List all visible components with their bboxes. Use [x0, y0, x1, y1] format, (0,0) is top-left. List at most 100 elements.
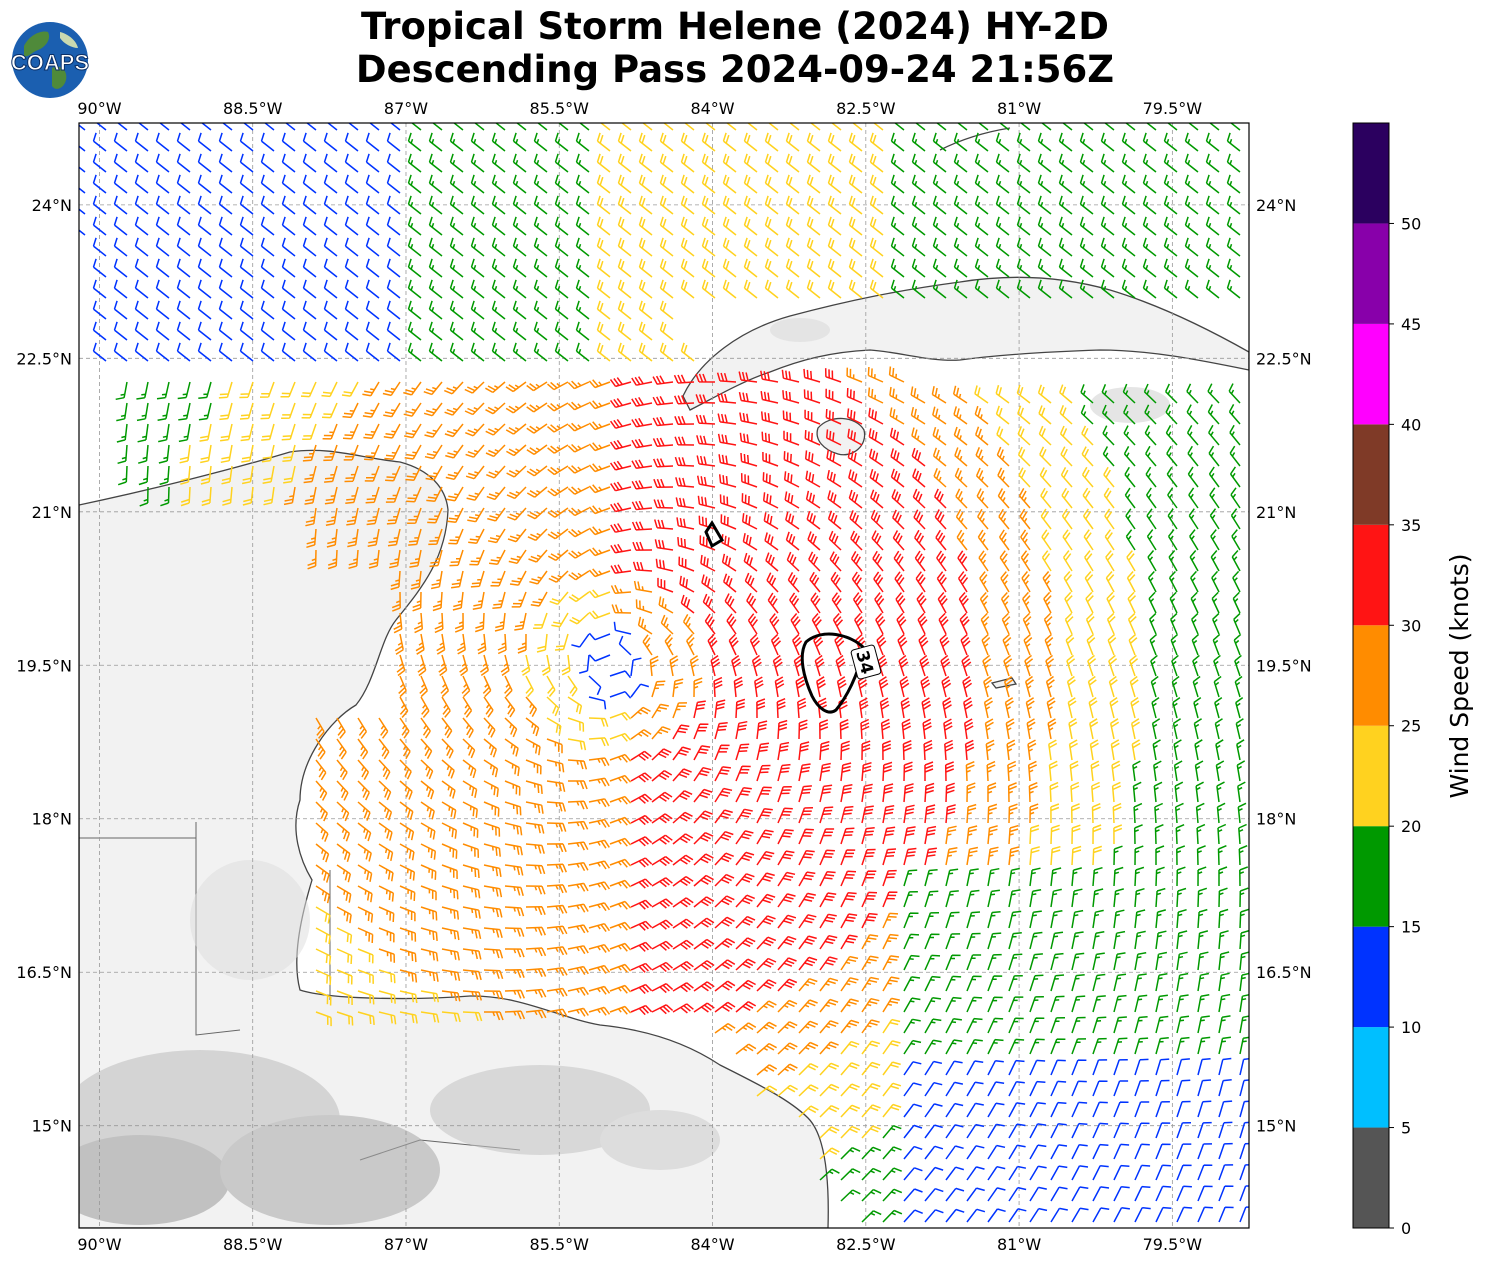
wind-barb	[557, 123, 569, 131]
wind-barb	[342, 423, 359, 440]
wind-barb	[302, 258, 317, 278]
wind-barb	[785, 195, 800, 215]
wind-barb	[160, 486, 170, 507]
wind-barb	[176, 132, 191, 152]
wind-barb	[260, 258, 275, 278]
wind-barb	[588, 400, 611, 410]
wind-barb	[588, 484, 611, 494]
wind-barb	[197, 132, 212, 152]
wind-barb	[575, 342, 590, 362]
wind-barb	[533, 216, 548, 236]
wind-barb	[701, 258, 716, 278]
wind-barb	[176, 258, 191, 278]
wind-barb	[1205, 153, 1220, 173]
wind-barb	[1058, 279, 1073, 299]
wind-barb	[1123, 446, 1136, 467]
wind-barb	[92, 174, 107, 194]
wind-barb	[783, 430, 800, 446]
wind-barb	[197, 195, 212, 215]
wind-barb	[1016, 384, 1031, 404]
wind-barb	[932, 132, 947, 152]
wind-barb	[92, 342, 107, 362]
wind-barb	[806, 258, 821, 278]
wind-barb	[302, 153, 317, 173]
wind-barb	[764, 237, 779, 257]
wind-barb	[617, 258, 632, 278]
wind-barb	[533, 342, 548, 362]
wind-barb	[197, 153, 212, 173]
wind-barb	[578, 123, 590, 131]
wind-barb	[1082, 123, 1094, 131]
wind-barb	[239, 216, 254, 236]
wind-barb	[1208, 445, 1220, 467]
wind-barb	[464, 381, 485, 394]
wind-barb	[869, 258, 884, 278]
wind-barb	[428, 195, 443, 215]
wind-barb	[239, 321, 254, 341]
wind-barb	[155, 237, 170, 257]
wind-barb	[218, 153, 233, 173]
wind-barb	[910, 406, 926, 425]
wind-barb	[219, 402, 233, 421]
wind-barb	[218, 342, 233, 362]
wind-barb	[659, 174, 674, 194]
wind-barb	[911, 132, 926, 152]
wind-barb	[1017, 405, 1031, 425]
wind-barb	[113, 132, 128, 152]
wind-barb	[935, 123, 947, 131]
wind-barb	[554, 300, 569, 320]
wind-barb	[1205, 216, 1220, 236]
wind-barb	[281, 300, 296, 320]
wind-barb	[449, 174, 464, 194]
wind-barb	[218, 216, 233, 236]
wind-barb	[485, 381, 506, 394]
wind-barb	[491, 195, 506, 215]
wind-barb	[1208, 424, 1220, 446]
wind-barb	[1040, 123, 1052, 131]
wind-barb	[240, 423, 254, 442]
wind-barb	[890, 237, 905, 257]
wind-barb	[113, 237, 128, 257]
wind-barb	[365, 132, 380, 152]
wind-barb	[281, 174, 296, 194]
wind-barb	[533, 174, 548, 194]
wind-barb	[428, 153, 443, 173]
wind-barb	[1205, 132, 1220, 152]
wind-barb	[575, 174, 590, 194]
wind-barb	[956, 123, 968, 131]
wind-barb	[218, 195, 233, 215]
wind-barb	[512, 258, 527, 278]
wind-barb	[116, 402, 128, 422]
colorbar-bin	[1353, 1127, 1389, 1228]
wind-barb	[423, 402, 443, 417]
wind-barb	[364, 444, 380, 461]
wind-barb	[197, 258, 212, 278]
wind-barb	[1142, 174, 1157, 194]
wind-barb	[365, 342, 380, 362]
wind-barb	[199, 423, 212, 442]
wind-barb	[470, 132, 485, 152]
wind-barb	[444, 402, 464, 416]
wind-barb	[847, 449, 863, 467]
wind-barb	[659, 132, 674, 152]
wind-barb	[554, 216, 569, 236]
wind-barb	[449, 279, 464, 299]
wind-barb	[446, 486, 464, 502]
wind-barb	[426, 486, 443, 503]
wind-barb	[263, 486, 275, 506]
wind-barb	[1079, 237, 1094, 257]
wind-barb	[221, 465, 233, 485]
wind-barb	[261, 444, 275, 463]
wind-barb	[526, 465, 548, 477]
colorbar-label: Wind Speed (knots)	[1445, 553, 1474, 799]
wind-barb	[1205, 195, 1220, 215]
wind-barb	[998, 123, 1010, 131]
wind-barb	[567, 401, 590, 411]
wind-barb	[386, 258, 401, 278]
wind-barb	[631, 397, 653, 407]
colorbar-bin	[1353, 424, 1389, 525]
wind-barb	[1163, 195, 1178, 215]
wind-barb	[743, 153, 758, 173]
wind-barb	[92, 216, 107, 236]
wind-barb	[491, 321, 506, 341]
